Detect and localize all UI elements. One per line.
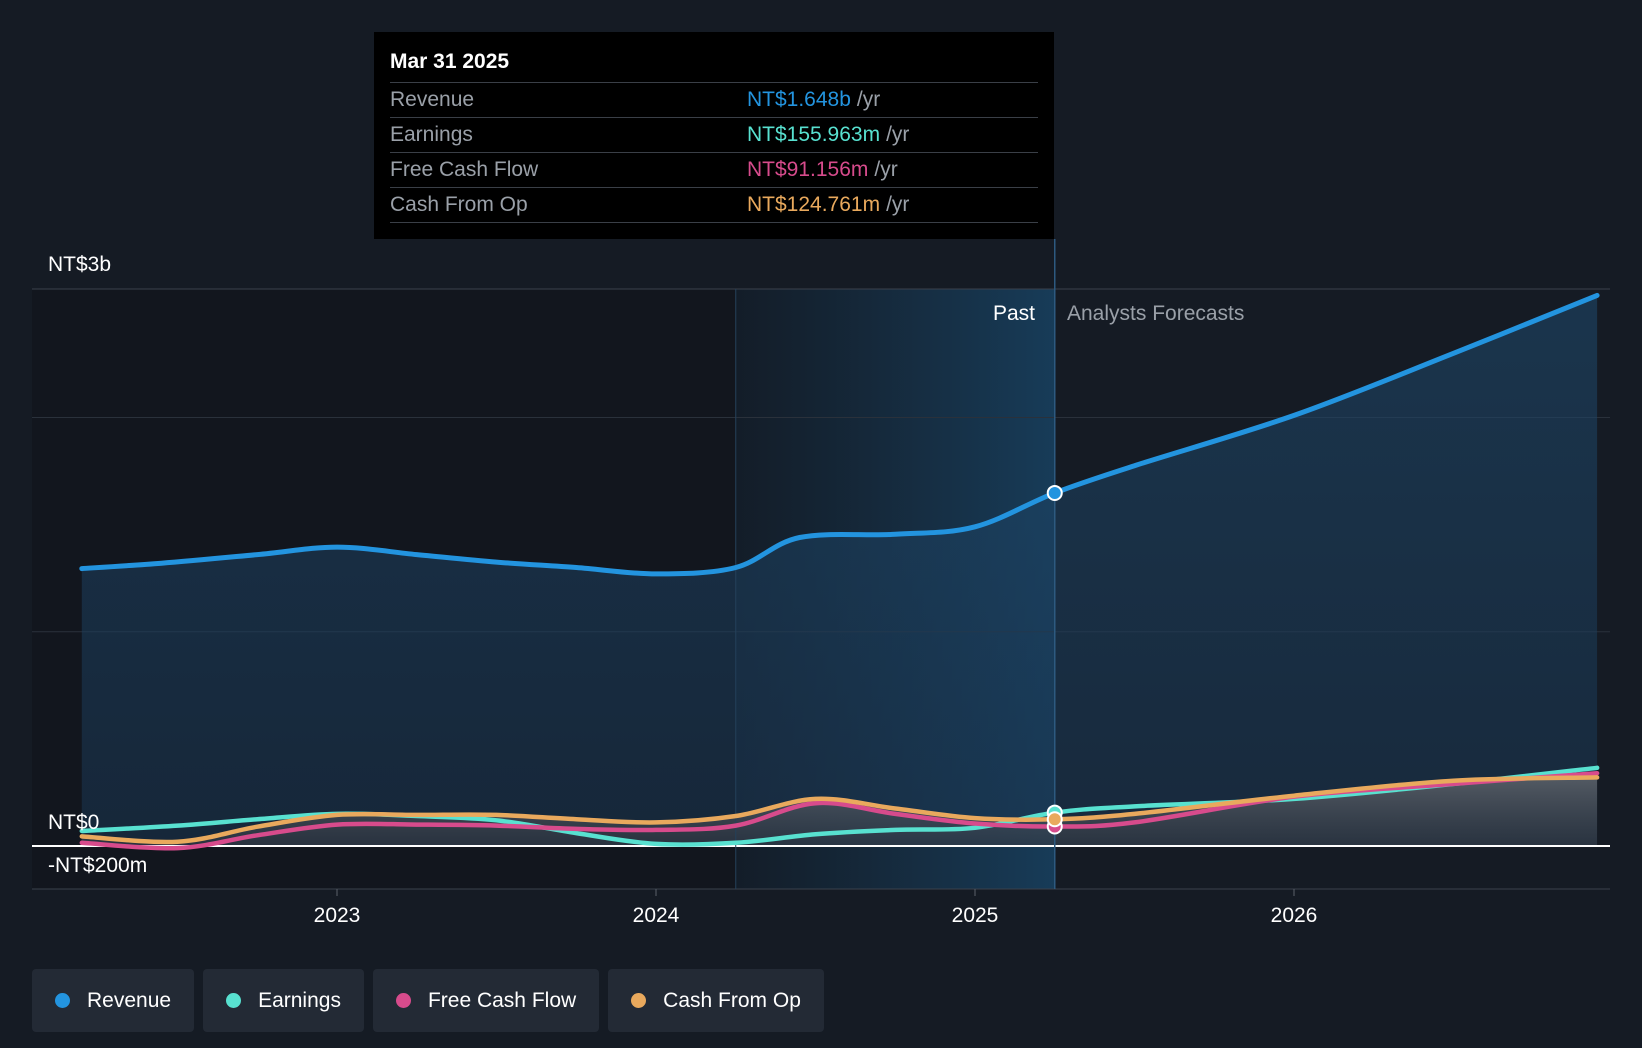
tooltip-value-cash-from-op: NT$124.761m <box>747 193 881 216</box>
x-tick-label: 2024 <box>633 904 680 927</box>
legend-dot-icon <box>395 993 411 1008</box>
tooltip: Mar 31 2025 Revenue NT$1.648b /yr Earnin… <box>374 32 1054 239</box>
series-markers <box>1046 484 1063 835</box>
y-axis-top-label: NT$3b <box>48 253 111 276</box>
tooltip-label: Free Cash Flow <box>390 158 539 181</box>
legend-item-free-cash-flow[interactable]: Free Cash Flow <box>372 969 600 1032</box>
legend-label: Cash From Op <box>663 988 801 1012</box>
legend-label: Earnings <box>258 988 341 1012</box>
y-axis-zero-label: NT$0 <box>48 811 99 834</box>
tooltip-unit: /yr <box>856 88 881 111</box>
x-tick-label: 2023 <box>314 904 361 927</box>
tooltip-unit: /yr <box>874 158 898 181</box>
tooltip-row-cash-from-op: Cash From Op NT$124.761m /yr <box>390 188 1038 223</box>
x-tick-label: 2025 <box>952 904 999 927</box>
revenue-area <box>81 295 1598 846</box>
x-axis: 2023 2024 2025 2026 <box>314 889 1318 927</box>
forecast-label: Analysts Forecasts <box>1067 302 1244 325</box>
marker-revenue[interactable] <box>1046 484 1063 501</box>
series-line-revenue <box>79 292 1600 577</box>
tooltip-label: Earnings <box>390 123 473 146</box>
legend-item-revenue[interactable]: Revenue <box>32 969 195 1032</box>
series-line-cash-from-op <box>79 775 1600 845</box>
cashflow-area <box>81 777 1598 846</box>
legend-dot-icon <box>631 993 647 1008</box>
legend-label: Free Cash Flow <box>427 988 577 1012</box>
legend-item-cash-from-op[interactable]: Cash From Op <box>608 969 824 1032</box>
legend: Revenue Earnings Free Cash Flow Cash Fro… <box>32 969 824 1032</box>
legend-label: Revenue <box>87 988 172 1012</box>
tooltip-row-free-cash-flow: Free Cash Flow NT$91.156m /yr <box>390 153 1038 188</box>
marker-cash-from-op[interactable] <box>1046 811 1063 828</box>
tooltip-value-earnings: NT$155.963m <box>747 123 881 146</box>
past-label: Past <box>993 302 1035 325</box>
tooltip-unit: /yr <box>886 123 910 146</box>
tooltip-label: Cash From Op <box>390 193 528 216</box>
y-axis-bottom-label: -NT$200m <box>48 854 147 877</box>
legend-dot-icon <box>226 993 242 1008</box>
legend-dot-icon <box>55 993 70 1008</box>
tooltip-row-revenue: Revenue NT$1.648b /yr <box>390 83 1038 118</box>
tooltip-value-revenue: NT$1.648b <box>747 88 851 111</box>
legend-item-earnings[interactable]: Earnings <box>203 969 364 1032</box>
series-lines <box>79 292 1600 851</box>
tooltip-row-earnings: Earnings NT$155.963m /yr <box>390 118 1038 153</box>
x-tick-label: 2026 <box>1271 904 1318 927</box>
tooltip-label: Revenue <box>390 88 475 111</box>
tooltip-date: Mar 31 2025 <box>390 46 1038 83</box>
tooltip-unit: /yr <box>886 193 910 216</box>
tooltip-value-free-cash-flow: NT$91.156m <box>747 158 869 181</box>
